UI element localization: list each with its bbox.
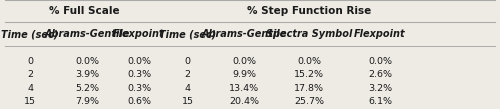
Text: Abrams-Gentile: Abrams-Gentile (45, 29, 130, 39)
Text: 0.6%: 0.6% (127, 97, 151, 106)
Text: 4: 4 (27, 84, 33, 93)
Text: 7.9%: 7.9% (76, 97, 100, 106)
Text: 15: 15 (182, 97, 194, 106)
Text: 0: 0 (184, 57, 190, 66)
Text: Time (sec): Time (sec) (159, 29, 216, 39)
Text: 13.4%: 13.4% (229, 84, 259, 93)
Text: 2: 2 (27, 70, 33, 79)
Text: 4: 4 (184, 84, 190, 93)
Text: 17.8%: 17.8% (294, 84, 324, 93)
Text: 3.9%: 3.9% (76, 70, 100, 79)
Text: 0.3%: 0.3% (127, 84, 151, 93)
Text: 15: 15 (24, 97, 36, 106)
Text: Time (sec): Time (sec) (2, 29, 58, 39)
Text: 0: 0 (27, 57, 33, 66)
Text: 9.9%: 9.9% (232, 70, 256, 79)
Text: 2.6%: 2.6% (368, 70, 392, 79)
Text: Spectra Symbol: Spectra Symbol (266, 29, 352, 39)
Text: 2: 2 (184, 70, 190, 79)
Text: Abrams-Gentile: Abrams-Gentile (202, 29, 286, 39)
Text: Flexpoint: Flexpoint (113, 29, 165, 39)
Text: 0.0%: 0.0% (297, 57, 321, 66)
Text: 15.2%: 15.2% (294, 70, 324, 79)
Text: % Full Scale: % Full Scale (48, 6, 120, 16)
Text: 5.2%: 5.2% (76, 84, 100, 93)
Text: Flexpoint: Flexpoint (354, 29, 406, 39)
Text: % Step Function Rise: % Step Function Rise (247, 6, 371, 16)
Text: 3.2%: 3.2% (368, 84, 392, 93)
Text: 0.0%: 0.0% (368, 57, 392, 66)
Text: 20.4%: 20.4% (229, 97, 259, 106)
Text: 25.7%: 25.7% (294, 97, 324, 106)
Text: 0.3%: 0.3% (127, 70, 151, 79)
Text: 6.1%: 6.1% (368, 97, 392, 106)
Text: 0.0%: 0.0% (76, 57, 100, 66)
Text: 0.0%: 0.0% (127, 57, 151, 66)
Text: 0.0%: 0.0% (232, 57, 256, 66)
